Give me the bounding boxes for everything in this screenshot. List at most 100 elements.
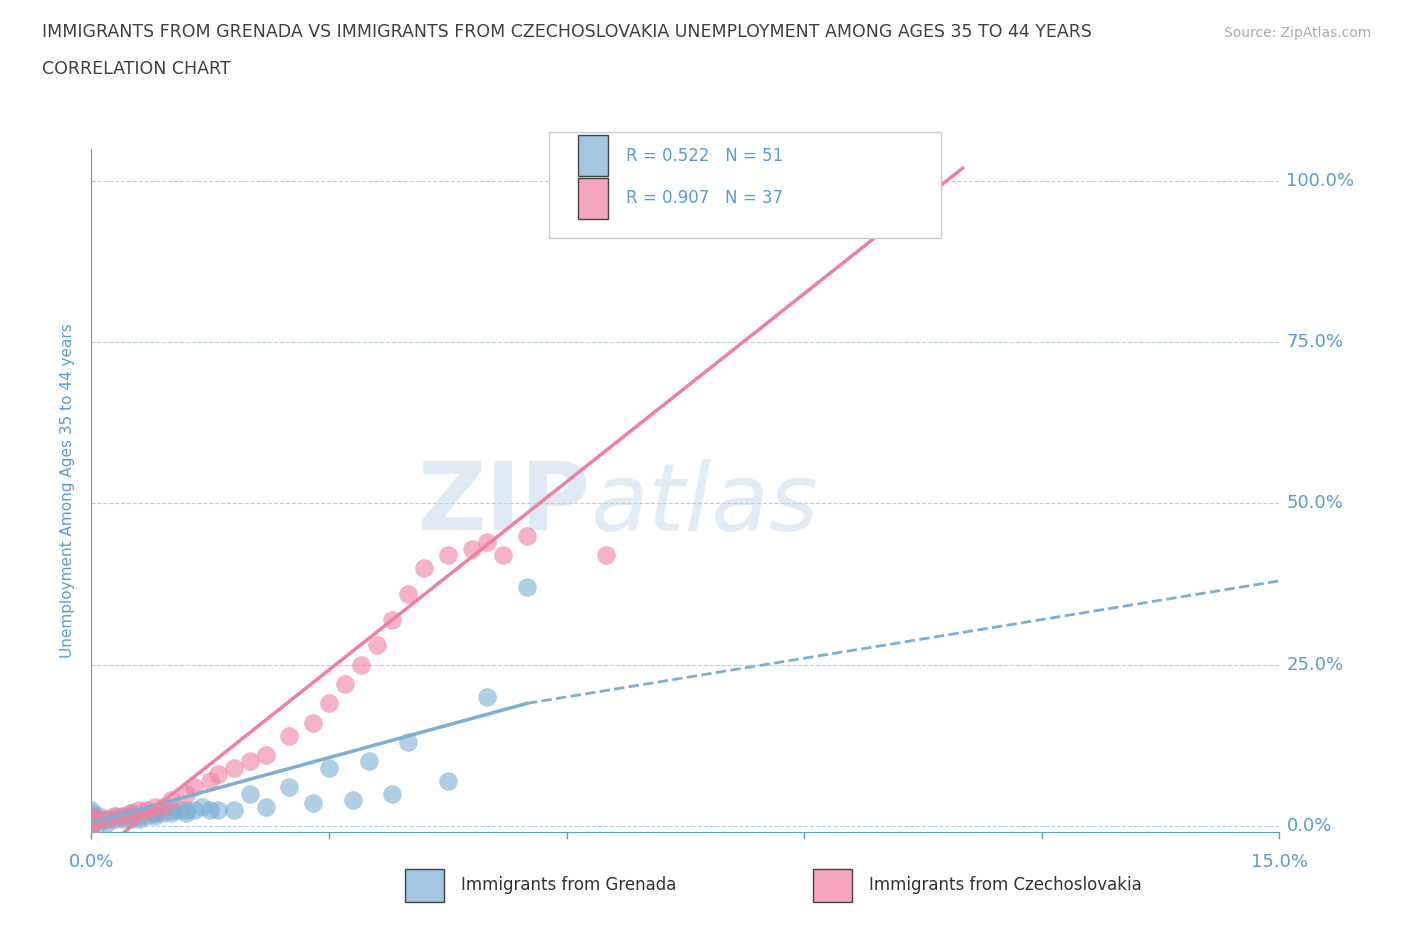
Point [159, 803, 181, 817]
Point [96, 812, 118, 827]
Point [80, 812, 103, 827]
Point [104, 812, 127, 827]
Point [555, 174, 578, 189]
Point [120, 805, 142, 820]
Point [302, 715, 325, 730]
Point [413, 561, 436, 576]
Point [152, 805, 174, 820]
Text: Source: ZipAtlas.com: Source: ZipAtlas.com [1223, 26, 1371, 40]
Text: ZIP: ZIP [418, 458, 591, 551]
Point [120, 812, 142, 827]
Point [460, 541, 482, 556]
Point [135, 809, 157, 824]
Point [112, 809, 135, 824]
Point [112, 812, 135, 827]
Point [492, 548, 515, 563]
Point [350, 658, 373, 672]
Point [143, 799, 166, 814]
Point [80, 805, 103, 820]
Text: 0.0%: 0.0% [1286, 817, 1331, 835]
Text: Immigrants from Grenada: Immigrants from Grenada [461, 876, 676, 895]
Point [120, 809, 142, 824]
Point [191, 799, 214, 814]
Point [80, 818, 103, 833]
Point [477, 689, 499, 704]
Point [396, 586, 419, 601]
Point [104, 809, 127, 824]
Text: R = 0.907   N = 37: R = 0.907 N = 37 [626, 189, 783, 207]
Point [112, 809, 135, 824]
Point [96, 812, 118, 827]
Point [143, 805, 166, 820]
Point [80, 816, 103, 830]
Point [80, 818, 103, 833]
Text: R = 0.522   N = 51: R = 0.522 N = 51 [626, 147, 783, 165]
Text: 15.0%: 15.0% [1251, 853, 1308, 870]
Point [80, 816, 103, 830]
Point [381, 786, 404, 801]
Point [80, 809, 103, 824]
Point [96, 816, 118, 830]
Text: atlas: atlas [591, 458, 818, 550]
Point [207, 803, 229, 817]
Point [254, 799, 277, 814]
Point [80, 818, 103, 833]
FancyBboxPatch shape [578, 135, 609, 177]
FancyBboxPatch shape [548, 132, 941, 238]
Point [80, 803, 103, 817]
Point [318, 761, 340, 776]
Point [80, 818, 103, 833]
FancyBboxPatch shape [578, 178, 609, 219]
Text: CORRELATION CHART: CORRELATION CHART [42, 60, 231, 78]
Point [396, 735, 419, 750]
Point [239, 754, 262, 769]
Point [176, 803, 198, 817]
Text: 50.0%: 50.0% [1286, 495, 1343, 512]
Point [302, 796, 325, 811]
Y-axis label: Unemployment Among Ages 35 to 44 years: Unemployment Among Ages 35 to 44 years [60, 324, 76, 658]
Point [278, 728, 301, 743]
Point [104, 809, 127, 824]
Point [333, 677, 356, 692]
Point [128, 803, 150, 817]
Point [89, 809, 111, 824]
Text: 75.0%: 75.0% [1286, 333, 1344, 352]
Point [80, 816, 103, 830]
Point [128, 812, 150, 827]
Point [318, 696, 340, 711]
Point [200, 803, 222, 817]
Point [516, 580, 538, 595]
Text: 25.0%: 25.0% [1286, 656, 1344, 673]
Point [89, 812, 111, 827]
Point [89, 812, 111, 827]
Text: 100.0%: 100.0% [1286, 172, 1354, 190]
Text: Immigrants from Czechoslovakia: Immigrants from Czechoslovakia [869, 876, 1142, 895]
Point [595, 548, 617, 563]
Point [176, 786, 198, 801]
Point [342, 792, 364, 807]
Point [143, 805, 166, 820]
Point [80, 812, 103, 827]
Point [183, 803, 205, 817]
Point [167, 803, 190, 817]
Text: IMMIGRANTS FROM GRENADA VS IMMIGRANTS FROM CZECHOSLOVAKIA UNEMPLOYMENT AMONG AGE: IMMIGRANTS FROM GRENADA VS IMMIGRANTS FR… [42, 23, 1092, 41]
Point [436, 774, 458, 789]
Point [381, 612, 404, 627]
Text: 0.0%: 0.0% [69, 853, 114, 870]
Point [366, 638, 388, 653]
Point [80, 812, 103, 827]
Point [200, 774, 222, 789]
Point [159, 805, 181, 820]
Point [207, 767, 229, 782]
Point [222, 803, 245, 817]
Point [436, 548, 458, 563]
Point [254, 748, 277, 763]
Point [89, 816, 111, 830]
Point [239, 786, 262, 801]
Point [159, 792, 181, 807]
Point [176, 805, 198, 820]
Point [128, 809, 150, 824]
Point [357, 754, 380, 769]
Point [516, 528, 538, 543]
Point [222, 761, 245, 776]
